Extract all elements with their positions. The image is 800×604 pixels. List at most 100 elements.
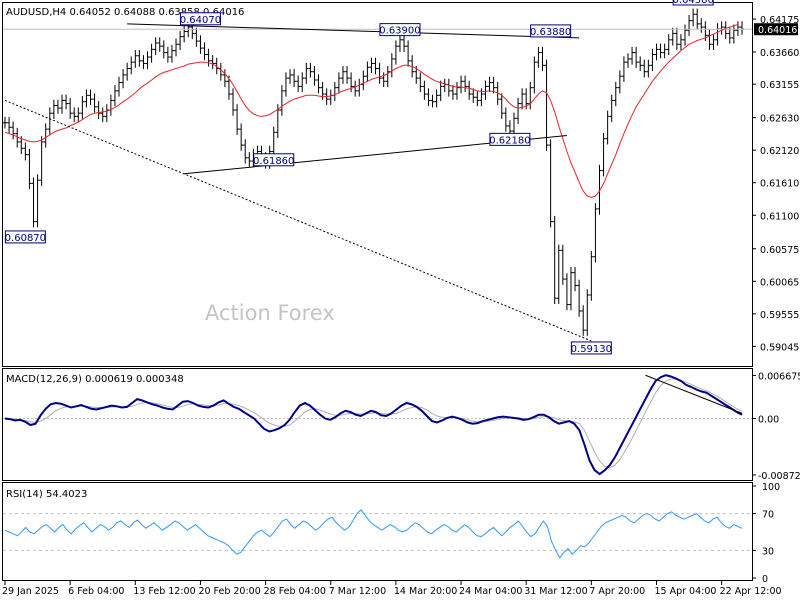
price-bar (226, 75, 231, 100)
price-bar (532, 56, 537, 94)
rsi-series (3, 509, 752, 559)
annotation-label: 0.64380 (672, 0, 713, 6)
price-bar (654, 43, 659, 61)
price-bar (540, 46, 545, 72)
price-bar (271, 126, 276, 158)
price-bar (418, 72, 423, 93)
price-bar (568, 266, 573, 311)
price-y-axis: 0.64175 0.63660 0.63155 0.62630 0.62120 0.616… (752, 15, 799, 353)
price-bar (727, 27, 732, 44)
price-bar (210, 55, 215, 70)
macd-y-tick-label: 0.006675 (758, 371, 800, 382)
price-bar (723, 21, 728, 40)
price-bar (564, 273, 569, 311)
price-bar (589, 250, 594, 301)
price-bar (499, 93, 504, 119)
price-bar (60, 94, 65, 114)
price-bar (520, 88, 525, 110)
price-bar (137, 50, 142, 67)
price-bar (625, 53, 630, 68)
moving-average-line (4, 24, 739, 198)
price-bar (662, 43, 667, 59)
price-bar (165, 46, 170, 63)
price-bar (381, 72, 386, 88)
price-annotation: 0.64380 (672, 0, 714, 6)
watermark: Action Forex (205, 301, 335, 325)
macd-panel-frame (2, 368, 753, 481)
price-bar (707, 29, 712, 51)
price-bar (621, 56, 626, 82)
price-bar (247, 152, 252, 167)
price-bar (243, 139, 248, 164)
price-bar (365, 61, 370, 82)
rsi-panel-frame (2, 482, 753, 581)
price-bar (11, 121, 16, 140)
macd-title: MACD(12,26,9) 0.000619 0.000348 (6, 374, 184, 385)
price-bar (336, 72, 341, 94)
price-annotation: 0.63900 (379, 23, 421, 37)
y-tick-label: 0.61100 (760, 211, 799, 222)
annotation-label: 0.64070 (180, 15, 221, 26)
trendline (127, 23, 580, 39)
macd-trendline (645, 374, 743, 414)
price-bar (695, 8, 700, 30)
price-bar (393, 40, 398, 65)
price-bar (731, 24, 736, 44)
annotation-label: 0.63900 (379, 26, 420, 37)
trendline (4, 99, 592, 342)
price-bar (369, 57, 374, 73)
price-bar (39, 136, 44, 186)
price-panel-frame (2, 2, 753, 367)
price-bar (642, 59, 647, 78)
price-bar (560, 244, 565, 285)
x-tick-label: 7 Mar 12:00 (329, 586, 386, 597)
price-bar (691, 8, 696, 27)
y-tick-label: 0.63155 (760, 80, 799, 91)
price-bar (239, 123, 244, 151)
price-bar (7, 117, 12, 133)
current-price-label: 0.64016 (758, 25, 797, 36)
price-bar (304, 62, 309, 84)
price-bar (735, 21, 740, 36)
price-bar (84, 89, 89, 108)
x-tick-label: 22 Apr 12:00 (720, 586, 782, 597)
price-bar (438, 80, 443, 102)
rsi-y-tick-label: 0 (762, 574, 768, 585)
ma-line (4, 24, 739, 198)
price-bar (430, 94, 435, 108)
price-bar (117, 76, 122, 97)
rsi-y-axis: 100 70 30 0 (752, 482, 780, 585)
price-bar (491, 76, 496, 94)
macd-line (4, 374, 743, 476)
price-bar (72, 107, 77, 123)
rsi-y-tick-label: 70 (762, 510, 774, 521)
x-tick-label: 15 Apr 04:00 (654, 586, 716, 597)
y-tick-label: 0.63660 (760, 48, 799, 59)
price-bar (613, 81, 618, 107)
x-tick-label: 31 Mar 12:00 (524, 586, 587, 597)
rsi-title: RSI(14) 54.4023 (6, 489, 87, 500)
price-bar (548, 139, 553, 228)
price-bar (133, 50, 138, 68)
price-bar (292, 69, 297, 88)
price-bar (463, 75, 468, 93)
x-tick-label: 28 Feb 04:00 (264, 586, 326, 597)
price-bar (670, 27, 675, 46)
price-annotation: 0.63880 (530, 24, 571, 38)
price-bar (487, 76, 492, 93)
x-tick-label: 14 Mar 20:00 (394, 586, 457, 597)
price-bar (495, 81, 500, 105)
y-tick-label: 0.61610 (760, 179, 799, 190)
price-bar (450, 85, 455, 100)
price-bar (222, 69, 227, 88)
price-bar (353, 80, 358, 97)
price-bar (597, 164, 602, 215)
rsi-y-tick-label: 30 (762, 546, 774, 557)
price-bar (605, 110, 610, 145)
price-bar (422, 80, 427, 100)
price-bar (377, 62, 382, 84)
price-bar (373, 57, 378, 75)
price-bar (169, 44, 174, 63)
x-tick-label: 20 Feb 20:00 (198, 586, 260, 597)
